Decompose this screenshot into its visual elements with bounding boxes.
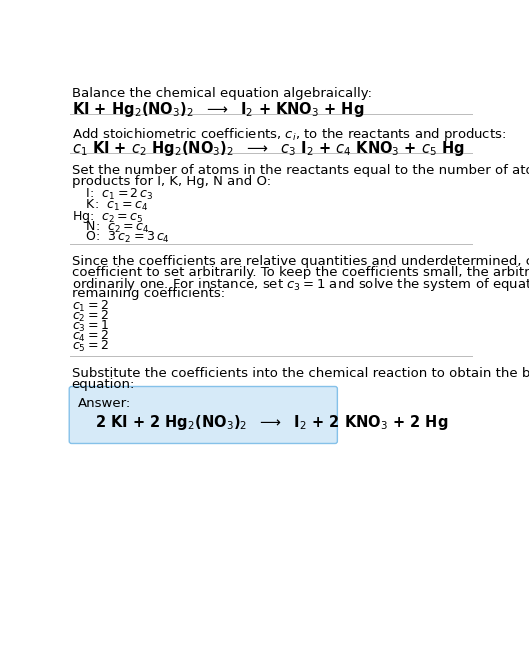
Text: $c_1 = 2$: $c_1 = 2$: [71, 299, 108, 313]
Text: $c_3 = 1$: $c_3 = 1$: [71, 319, 108, 334]
Text: Set the number of atoms in the reactants equal to the number of atoms in the: Set the number of atoms in the reactants…: [71, 164, 529, 177]
Text: Answer:: Answer:: [78, 396, 131, 410]
Text: $c_4 = 2$: $c_4 = 2$: [71, 329, 108, 344]
Text: 2 KI + 2 Hg$_2$(NO$_3$)$_2$  $\longrightarrow$  I$_2$ + 2 KNO$_3$ + 2 Hg: 2 KI + 2 Hg$_2$(NO$_3$)$_2$ $\longrighta…: [95, 414, 448, 432]
Text: Balance the chemical equation algebraically:: Balance the chemical equation algebraica…: [71, 87, 371, 100]
Text: $c_1$ KI + $c_2$ Hg$_2$(NO$_3$)$_2$  $\longrightarrow$  $c_3$ I$_2$ + $c_4$ KNO$: $c_1$ KI + $c_2$ Hg$_2$(NO$_3$)$_2$ $\lo…: [71, 139, 464, 158]
Text: Add stoichiometric coefficients, $c_i$, to the reactants and products:: Add stoichiometric coefficients, $c_i$, …: [71, 126, 506, 143]
Text: products for I, K, Hg, N and O:: products for I, K, Hg, N and O:: [71, 175, 271, 187]
Text: equation:: equation:: [71, 378, 135, 391]
Text: coefficient to set arbitrarily. To keep the coefficients small, the arbitrary va: coefficient to set arbitrarily. To keep …: [71, 265, 529, 279]
FancyBboxPatch shape: [69, 386, 338, 444]
Text: O:  $3\,c_2 = 3\,c_4$: O: $3\,c_2 = 3\,c_4$: [78, 230, 170, 245]
Text: $c_2 = 2$: $c_2 = 2$: [71, 309, 108, 324]
Text: $c_5 = 2$: $c_5 = 2$: [71, 339, 108, 354]
Text: remaining coefficients:: remaining coefficients:: [71, 287, 225, 300]
Text: K:  $c_1 = c_4$: K: $c_1 = c_4$: [78, 198, 148, 213]
Text: KI + Hg$_2$(NO$_3$)$_2$  $\longrightarrow$  I$_2$ + KNO$_3$ + Hg: KI + Hg$_2$(NO$_3$)$_2$ $\longrightarrow…: [71, 100, 364, 119]
Text: Substitute the coefficients into the chemical reaction to obtain the balanced: Substitute the coefficients into the che…: [71, 368, 529, 380]
Text: ordinarily one. For instance, set $c_3 = 1$ and solve the system of equations fo: ordinarily one. For instance, set $c_3 =…: [71, 276, 529, 293]
Text: Since the coefficients are relative quantities and underdetermined, choose a: Since the coefficients are relative quan…: [71, 255, 529, 268]
Text: Hg:  $c_2 = c_5$: Hg: $c_2 = c_5$: [71, 209, 143, 225]
Text: I:  $c_1 = 2\,c_3$: I: $c_1 = 2\,c_3$: [78, 187, 153, 202]
Text: N:  $c_2 = c_4$: N: $c_2 = c_4$: [78, 219, 149, 235]
